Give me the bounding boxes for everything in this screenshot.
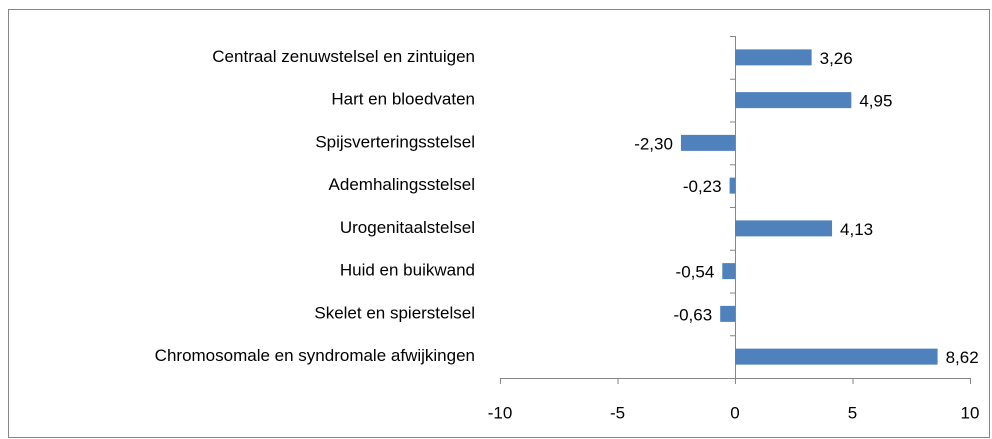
value-label: -0,23: [683, 177, 722, 196]
y-tick-label: Skelet en spierstelsel: [314, 303, 475, 322]
y-tick-label: Spijsverteringsstelsel: [315, 132, 475, 151]
y-tick-label: Huid en buikwand: [340, 261, 475, 280]
y-tick-label: Ademhalingsstelsel: [329, 175, 475, 194]
bar: [720, 305, 735, 322]
y-tick-label: Hart en bloedvaten: [331, 90, 475, 109]
value-label: 4,13: [840, 220, 873, 239]
bar: [735, 92, 852, 109]
bar: [722, 263, 735, 280]
x-tick-label: -10: [488, 403, 513, 422]
value-label: -0,63: [673, 305, 712, 324]
x-tick-label: 10: [961, 403, 980, 422]
x-tick-label: -5: [610, 403, 625, 422]
bar: [729, 177, 735, 194]
x-tick-label: 0: [730, 403, 739, 422]
value-label: -0,54: [676, 263, 715, 282]
x-tick-label: 5: [848, 403, 857, 422]
bar: [680, 134, 735, 151]
value-label: 4,95: [859, 92, 892, 111]
bar: [735, 220, 833, 237]
value-label: -2,30: [634, 134, 673, 153]
y-tick-label: Urogenitaalstelsel: [340, 218, 475, 237]
y-tick-label: Centraal zenuwstelsel en zintuigen: [212, 47, 475, 66]
y-tick-label: Chromosomale en syndromale afwijkingen: [155, 346, 475, 365]
bar: [735, 49, 812, 66]
bar: [735, 348, 938, 365]
value-label: 3,26: [820, 49, 853, 68]
value-label: 8,62: [946, 348, 979, 367]
